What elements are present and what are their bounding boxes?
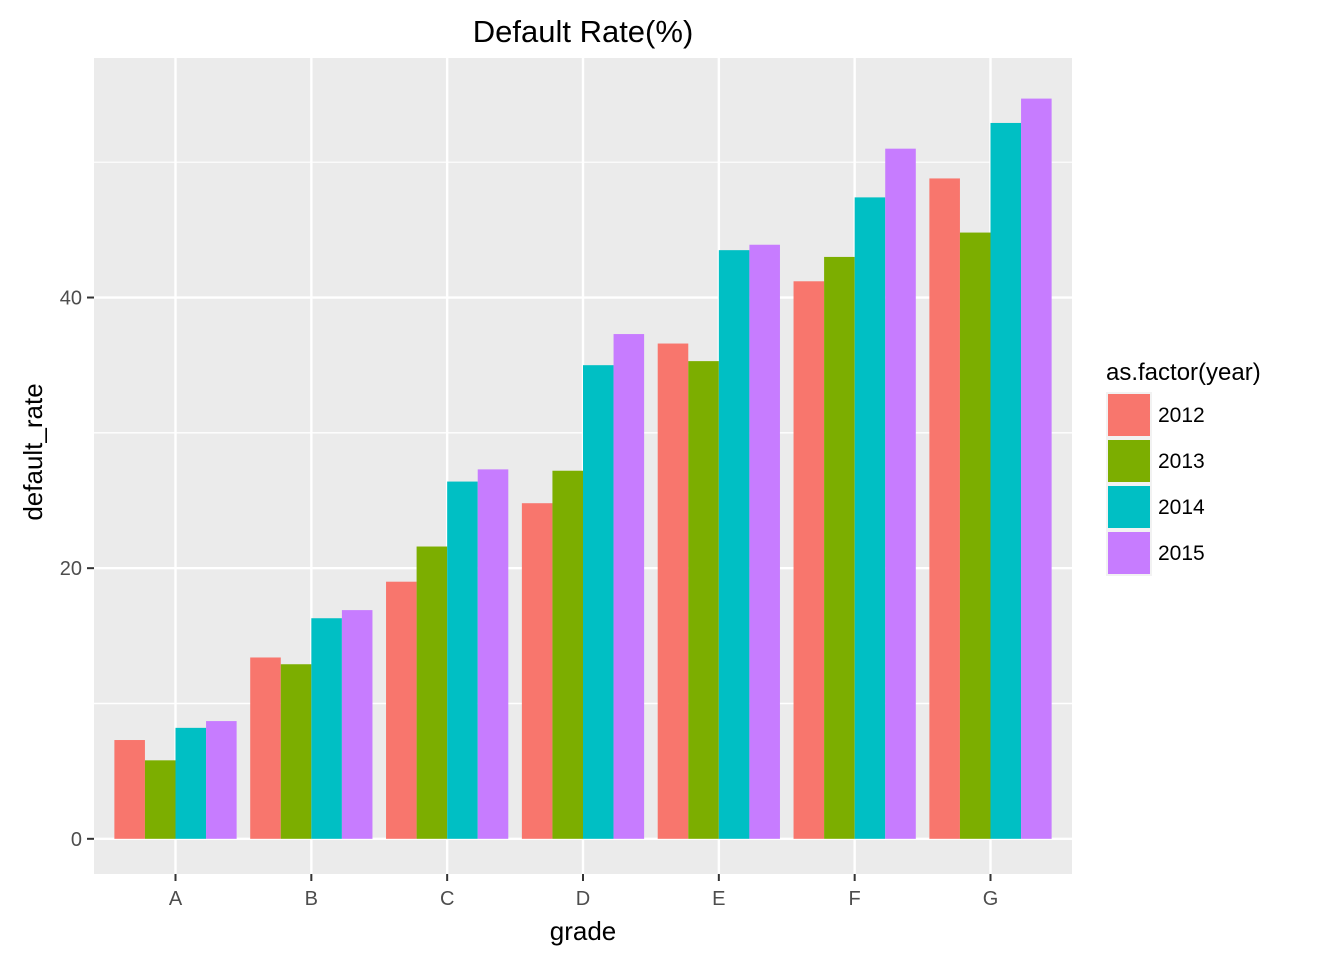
bar-C-2014: [447, 481, 478, 839]
legend-label-2013: 2013: [1158, 450, 1205, 473]
legend-label-2012: 2012: [1158, 404, 1205, 427]
bar-A-2015: [206, 721, 237, 839]
legend-swatch-2014: [1108, 486, 1150, 528]
legend-swatch-2013: [1108, 440, 1150, 482]
bar-E-2012: [657, 343, 689, 839]
bar-G-2015: [1021, 98, 1052, 839]
bar-C-2015: [477, 469, 509, 839]
bar-D-2015: [613, 334, 645, 839]
bar-E-2014: [718, 250, 750, 839]
bar-G-2012: [929, 178, 960, 839]
axes: 0 20 40 A B C D E F G: [60, 288, 999, 910]
bar-E-2013: [688, 361, 719, 839]
y-tick-label: 0: [71, 829, 82, 851]
bar-D-2012: [521, 503, 553, 839]
x-tick-label: B: [305, 888, 318, 910]
x-tick-label: F: [849, 888, 861, 910]
y-tick-label: 20: [60, 558, 82, 580]
bars: [114, 98, 1052, 839]
bar-D-2014: [583, 365, 614, 839]
bar-C-2012: [386, 581, 417, 839]
x-tick-label: D: [576, 888, 590, 910]
legend-label-2014: 2014: [1158, 496, 1205, 519]
x-tick-label: A: [169, 888, 183, 910]
y-axis-title: default_rate: [18, 383, 48, 520]
bar-B-2012: [250, 657, 281, 839]
bar-B-2015: [341, 610, 373, 839]
bar-A-2012: [114, 740, 145, 839]
bar-C-2013: [416, 546, 448, 839]
bar-F-2012: [793, 281, 825, 839]
bar-G-2014: [990, 122, 1022, 839]
y-tick-label: 40: [60, 288, 82, 310]
x-tick-label: G: [983, 888, 999, 910]
x-tick-label: C: [440, 888, 454, 910]
legend-label-2015: 2015: [1158, 542, 1205, 565]
legend-title: as.factor(year): [1106, 359, 1261, 386]
bar-D-2013: [552, 470, 583, 839]
bar-B-2014: [311, 618, 342, 839]
x-tick-label: E: [712, 888, 725, 910]
bar-F-2013: [824, 256, 855, 839]
legend-swatch-2015: [1108, 532, 1150, 574]
bar-B-2013: [280, 664, 312, 839]
bar-F-2014: [854, 197, 886, 839]
bar-F-2015: [885, 148, 916, 839]
bar-A-2013: [144, 760, 176, 839]
chart-title: Default Rate(%): [473, 14, 694, 49]
bar-G-2013: [959, 232, 991, 839]
legend: as.factor(year) 2012 2013 2014 2015: [1106, 359, 1261, 576]
bar-A-2014: [175, 727, 207, 839]
legend-swatch-2012: [1108, 394, 1150, 436]
bar-E-2015: [749, 244, 780, 839]
x-axis-title: grade: [550, 916, 617, 946]
